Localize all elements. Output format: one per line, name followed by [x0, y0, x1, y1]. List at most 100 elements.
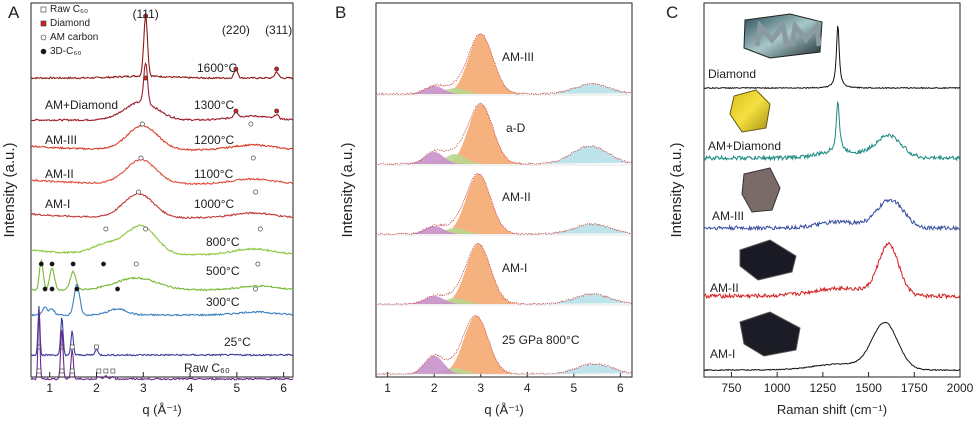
- panel-c-series-label-am-diamond: AM+Diamond: [708, 139, 781, 153]
- panel-b-fit-component: [396, 86, 472, 94]
- panel-c-series-am-i: [703, 321, 961, 372]
- panel-b-fit-component: [519, 146, 632, 164]
- photo-diamond: [743, 13, 823, 59]
- panel-a-marker-3d-c60: [70, 261, 76, 267]
- panel-a-marker-raw-c60: [103, 368, 109, 374]
- panel-a-marker-3d-c60: [115, 286, 120, 292]
- panel-c-x-axis-label: Raman shift (cm⁻¹): [777, 402, 887, 417]
- panel-b-fit-component: [396, 356, 472, 374]
- panel-a-xtick-label: 4: [187, 381, 194, 395]
- panel-a-series-500-c: [30, 259, 294, 292]
- panel-a-xtick-label: 5: [234, 381, 241, 395]
- panel-a-legend-entry: Diamond: [50, 18, 90, 29]
- panel-b-fit-component: [430, 174, 527, 234]
- panel-a-marker-3d-c60: [38, 261, 44, 267]
- panel-a-series-label-300-c: 300°C: [206, 295, 240, 309]
- panel-b-fit-component: [414, 88, 497, 94]
- panel-b-fit-component: [414, 368, 497, 374]
- panel-b-series-label-am-ii: AM-II: [502, 190, 531, 204]
- panel-a-series-800-c: [30, 224, 294, 257]
- panel-b-series-a-d: [375, 102, 633, 166]
- panel-a-sample-label-am-iii: AM-III: [45, 133, 77, 147]
- panel-a-legend-entry: Raw C₆₀: [50, 4, 88, 15]
- panel-a-legend-marker: [40, 34, 47, 41]
- photo-am-iii: [741, 167, 781, 213]
- panel-c-series-label-am-iii: AM-III: [712, 209, 744, 223]
- panel-a-marker-raw-c60: [59, 344, 65, 350]
- panel-a-marker-am-carbon: [139, 121, 145, 127]
- panel-a-marker-3d-c60: [49, 286, 55, 292]
- panel-a-xtick-label: 2: [93, 381, 100, 395]
- photo-am-diamond: [729, 89, 771, 133]
- panel-a-marker-raw-c60: [110, 368, 116, 374]
- panel-a-marker-3d-c60: [49, 261, 55, 267]
- panel-a-y-axis-label: Intensity (a.u.): [1, 142, 18, 237]
- panel-b-series-label-25-gpa-800-c: 25 GPa 800°C: [502, 333, 580, 347]
- panel-a-series-label-800-c: 800°C: [206, 235, 240, 249]
- panel-a-series-label-1000-c: 1000°C: [194, 197, 234, 211]
- panel-a-marker-am-carbon: [253, 286, 258, 292]
- panel-a-marker-diamond: [143, 75, 149, 81]
- panel-a-series-1200-c: [30, 124, 294, 152]
- panel-a-marker-am-carbon: [253, 189, 258, 195]
- photo-am-i: [739, 311, 801, 357]
- panel-b-fit-component: [414, 298, 497, 304]
- panel-c-series-label-diamond: Diamond: [708, 67, 756, 81]
- panel-a-peak-label: (311): [265, 23, 292, 37]
- panel-a-series-25-c: [30, 305, 294, 357]
- panel-b-x-axis-label: q (Å⁻¹): [484, 402, 523, 417]
- panel-a-legend-marker: [40, 48, 47, 55]
- panel-b-fit-component: [521, 224, 632, 234]
- panel-c: 750 1000 1250 1500 1750 2000 Raman shift (cm⁻¹…: [668, 13, 974, 417]
- panel-b-fit-component: [414, 228, 497, 234]
- panel-a-peak-label: (111): [133, 7, 159, 21]
- panel-c-series-am-iii: [703, 198, 961, 232]
- panel-b-xtick-label: 1: [384, 381, 391, 395]
- panel-b-xtick-label: 4: [524, 381, 531, 395]
- panel-a-marker-diamond: [274, 66, 280, 72]
- panel-a-marker-diamond: [274, 108, 280, 114]
- panel-a-sample-label-am-diamond: AM+Diamond: [45, 98, 118, 112]
- panel-b-series-25-gpa-800-c: [375, 314, 633, 376]
- panel-a-marker-3d-c60: [74, 286, 80, 292]
- panel-letter-a: A: [8, 3, 20, 22]
- panel-a-sample-label-am-i: AM-I: [45, 197, 70, 211]
- panel-c-series-label-am-i: AM-I: [710, 347, 735, 361]
- panel-a-marker-am-carbon: [133, 261, 139, 267]
- panel-b-fit-component: [414, 154, 497, 164]
- panel-a-series-label-25-c: 25°C: [224, 335, 251, 349]
- panel-c-xtick-label: 750: [721, 381, 741, 395]
- panel-c-xtick-label: 1750: [901, 381, 928, 395]
- panel-a-marker-diamond: [233, 66, 239, 72]
- panel-b-series-label-am-iii: AM-III: [502, 50, 534, 64]
- panel-a-legend-marker: [40, 20, 47, 27]
- panel-a-series-label-500-c: 500°C: [206, 264, 240, 278]
- panel-a-marker-raw-c60: [69, 368, 75, 374]
- panel-a-legend-entry: AM carbon: [50, 32, 98, 43]
- panel-a-xtick-label: 1: [46, 381, 53, 395]
- panel-a: 1 2 3 4 5 6 q (Å⁻¹) Intensity (a.u.) 1600°C 1300°…: [1, 4, 294, 417]
- panel-b-fit-component: [521, 84, 632, 94]
- panel-a-marker-3d-c60: [42, 286, 48, 292]
- panel-a-marker-diamond: [143, 13, 149, 19]
- panel-a-marker-am-carbon: [255, 261, 261, 267]
- panel-a-marker-am-carbon: [257, 226, 263, 232]
- panel-b-fit-component: [521, 294, 632, 304]
- panel-a-marker-diamond: [233, 108, 239, 114]
- panel-b-xtick-label: 6: [617, 381, 624, 395]
- panel-a-marker-am-carbon: [143, 226, 149, 232]
- panel-a-series-1000-c: [30, 192, 294, 220]
- panel-a-series-label-raw-c: Raw C₆₀: [184, 361, 230, 375]
- panel-b-series-am-ii: [375, 172, 633, 236]
- panel-c-xtick-label: 1250: [810, 381, 837, 395]
- panel-a-series-label-1200-c: 1200°C: [194, 133, 234, 147]
- panel-c-frame: [703, 2, 961, 378]
- panel-a-sample-label-am-ii: AM-II: [45, 167, 74, 181]
- panel-a-marker-3d-c60: [101, 261, 106, 267]
- panel-b: 1 2 3 4 5 6 q (Å⁻¹) Intensity (a.u.) AM-III a-D AM…: [339, 33, 633, 417]
- panel-a-legend-marker: [40, 6, 47, 13]
- panel-b-series-label-a-d: a-D: [506, 121, 526, 135]
- panel-letter-b: B: [335, 3, 346, 22]
- panel-a-marker-raw-c60: [94, 344, 99, 350]
- panel-a-series-1300-c: [30, 62, 294, 122]
